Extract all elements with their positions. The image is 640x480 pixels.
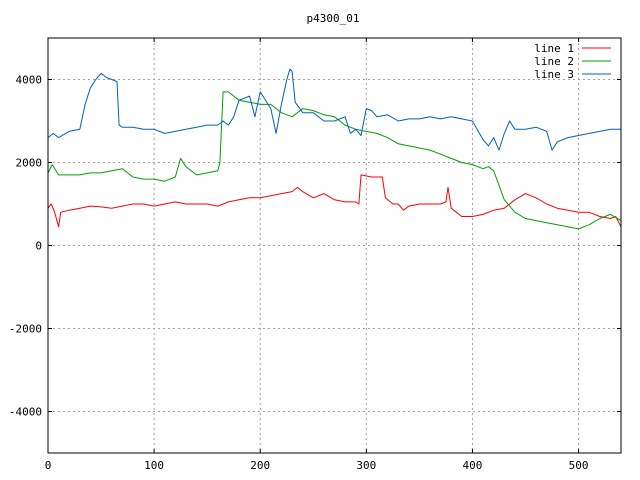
x-tick-label: 400 <box>463 459 483 472</box>
legend-label-1: line 1 <box>534 42 574 55</box>
axis-ticks: 0 100 200 300 400 500 -4000 -2000 0 2000 4000 <box>9 38 621 472</box>
series-line-2 <box>47 91 622 230</box>
legend-label-2: line 2 <box>534 55 574 68</box>
y-tick-label: -4000 <box>9 406 42 419</box>
plot-frame <box>47 37 622 454</box>
x-tick-label: 100 <box>144 459 164 472</box>
x-tick-label: 300 <box>356 459 376 472</box>
x-tick-label: 200 <box>250 459 270 472</box>
series-line-3 <box>47 68 621 151</box>
y-tick-label: 2000 <box>16 157 43 170</box>
x-tick-label: 0 <box>45 459 52 472</box>
chart-title: p4300_01 <box>307 12 360 25</box>
grid <box>48 38 621 453</box>
y-tick-label: 4000 <box>16 74 43 87</box>
x-tick-label: 500 <box>569 459 589 472</box>
legend-label-3: line 3 <box>534 68 574 81</box>
y-tick-label: 0 <box>35 240 42 253</box>
series-group <box>47 68 622 230</box>
y-tick-label: -2000 <box>9 323 42 336</box>
series-line-1 <box>47 174 622 228</box>
